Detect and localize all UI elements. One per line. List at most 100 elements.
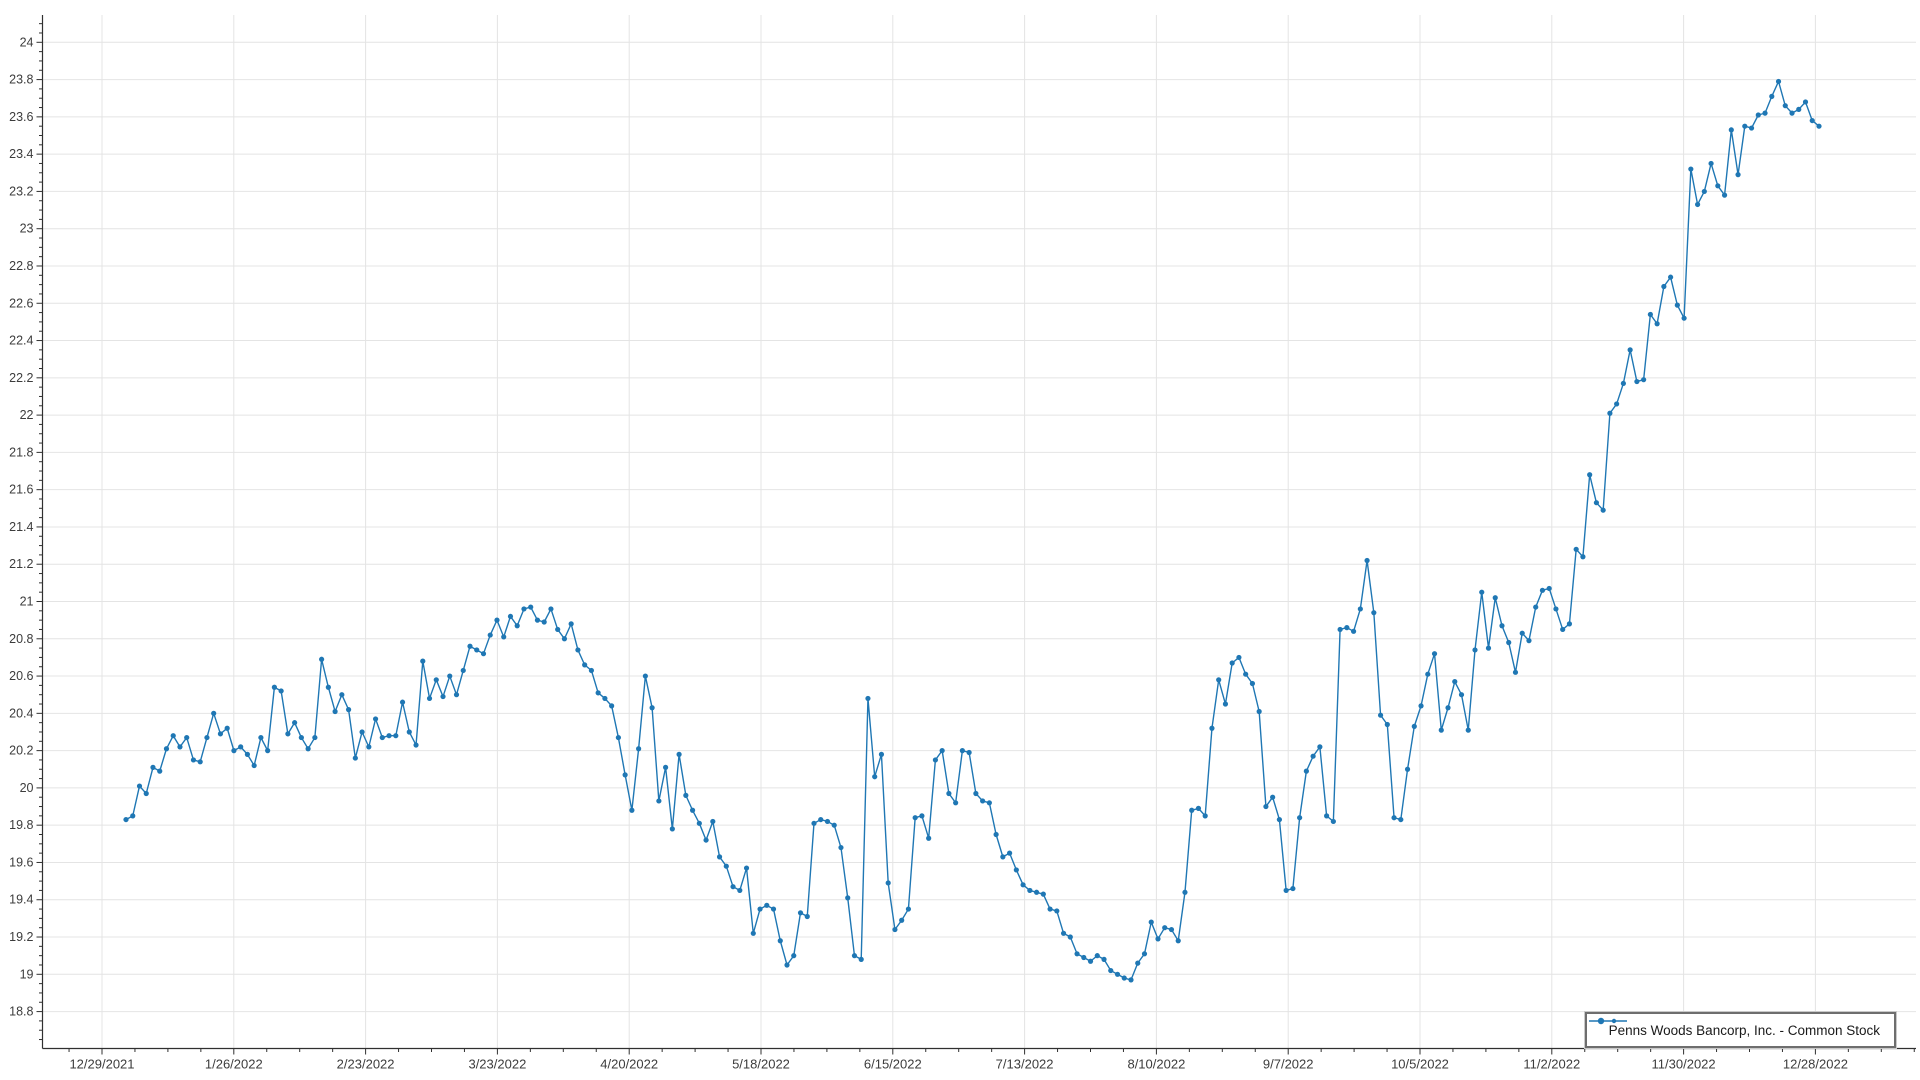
data-point[interactable] [1398,816,1404,823]
data-point[interactable] [1634,378,1640,385]
data-point[interactable] [1452,679,1458,685]
data-point[interactable] [878,751,885,757]
data-point[interactable] [811,820,817,826]
data-point[interactable] [1431,651,1438,657]
data-point[interactable] [1553,606,1559,612]
data-point[interactable] [1094,953,1100,959]
data-point[interactable] [1101,956,1107,962]
data-point[interactable] [1337,626,1343,633]
data-point[interactable] [1007,850,1013,856]
data-point[interactable] [1465,727,1471,733]
data-point[interactable] [939,748,945,754]
data-point[interactable] [1175,938,1181,944]
data-point[interactable] [1701,188,1707,195]
data-point[interactable] [845,895,851,901]
data-point[interactable] [278,688,284,694]
data-point[interactable] [1641,377,1647,383]
data-point[interactable] [905,906,912,912]
data-point[interactable] [1344,625,1350,631]
data-point[interactable] [238,744,244,750]
data-point[interactable] [716,854,723,860]
data-point[interactable] [480,651,487,657]
data-point[interactable] [1317,744,1323,750]
data-point[interactable] [1364,557,1370,564]
data-point[interactable] [777,938,783,944]
data-point[interactable] [892,926,898,933]
data-point[interactable] [703,837,709,843]
data-point[interactable] [1350,628,1357,634]
data-point[interactable] [197,759,203,765]
data-point[interactable] [851,953,858,959]
data-point[interactable] [433,677,439,683]
data-point[interactable] [919,813,925,819]
data-point[interactable] [258,734,264,741]
data-point[interactable] [231,748,237,754]
data-point[interactable] [575,647,581,653]
data-point[interactable] [770,906,777,912]
data-point[interactable] [177,744,183,750]
data-point[interactable] [555,626,561,633]
data-point[interactable] [372,716,379,722]
data-point[interactable] [649,705,655,711]
data-point[interactable] [784,962,790,968]
data-point[interactable] [541,619,547,625]
data-point[interactable] [1445,705,1451,711]
data-point[interactable] [366,744,372,750]
data-point[interactable] [663,764,669,771]
data-point[interactable] [1742,123,1748,129]
legend[interactable]: Penns Woods Bancorp, Inc. - Common Stock [1583,1011,1898,1049]
data-point[interactable] [1377,712,1384,718]
data-point[interactable] [453,692,460,698]
data-point[interactable] [1566,621,1573,627]
data-point[interactable] [1816,123,1822,129]
data-point[interactable] [460,667,466,674]
data-point[interactable] [521,606,527,612]
data-point[interactable] [1303,768,1309,774]
data-point[interactable] [359,729,365,735]
data-point[interactable] [1182,889,1188,895]
data-point[interactable] [1384,721,1390,728]
data-point[interactable] [1081,954,1087,961]
data-point[interactable] [217,731,224,737]
data-point[interactable] [926,835,932,841]
data-point[interactable] [1297,815,1303,821]
data-point[interactable] [973,790,979,797]
data-point[interactable] [386,733,392,739]
data-point[interactable] [1256,708,1262,715]
data-point[interactable] [588,667,595,674]
data-point[interactable] [1121,975,1127,981]
data-point[interactable] [609,703,615,709]
data-point[interactable] [1506,639,1512,646]
data-point[interactable] [1472,647,1478,653]
data-point[interactable] [1195,805,1202,812]
data-point[interactable] [1708,160,1714,167]
data-point[interactable] [1519,630,1525,636]
data-point[interactable] [292,720,298,726]
data-point[interactable] [1060,930,1067,936]
data-point[interactable] [1620,380,1626,387]
data-point[interactable] [1310,753,1316,759]
data-point[interactable] [669,826,675,832]
data-point[interactable] [1668,274,1674,280]
data-point[interactable] [1000,854,1006,860]
data-point[interactable] [838,844,844,851]
data-point[interactable] [1411,723,1417,729]
data-point[interactable] [737,887,743,894]
data-point[interactable] [757,906,763,912]
data-point[interactable] [1040,891,1046,897]
data-point[interactable] [1533,604,1539,610]
data-point[interactable] [1674,302,1680,308]
data-point[interactable] [986,800,992,806]
data-point[interactable] [1209,725,1215,731]
data-point[interactable] [1330,818,1336,825]
data-point[interactable] [615,734,621,741]
data-point[interactable] [548,606,554,612]
data-point[interactable] [1499,623,1505,629]
data-point[interactable] [966,749,972,756]
data-point[interactable] [1809,117,1815,124]
data-point[interactable] [1404,766,1411,772]
data-point[interactable] [494,617,500,623]
data-point[interactable] [872,774,878,780]
data-point[interactable] [1769,93,1775,99]
data-point[interactable] [899,917,905,923]
